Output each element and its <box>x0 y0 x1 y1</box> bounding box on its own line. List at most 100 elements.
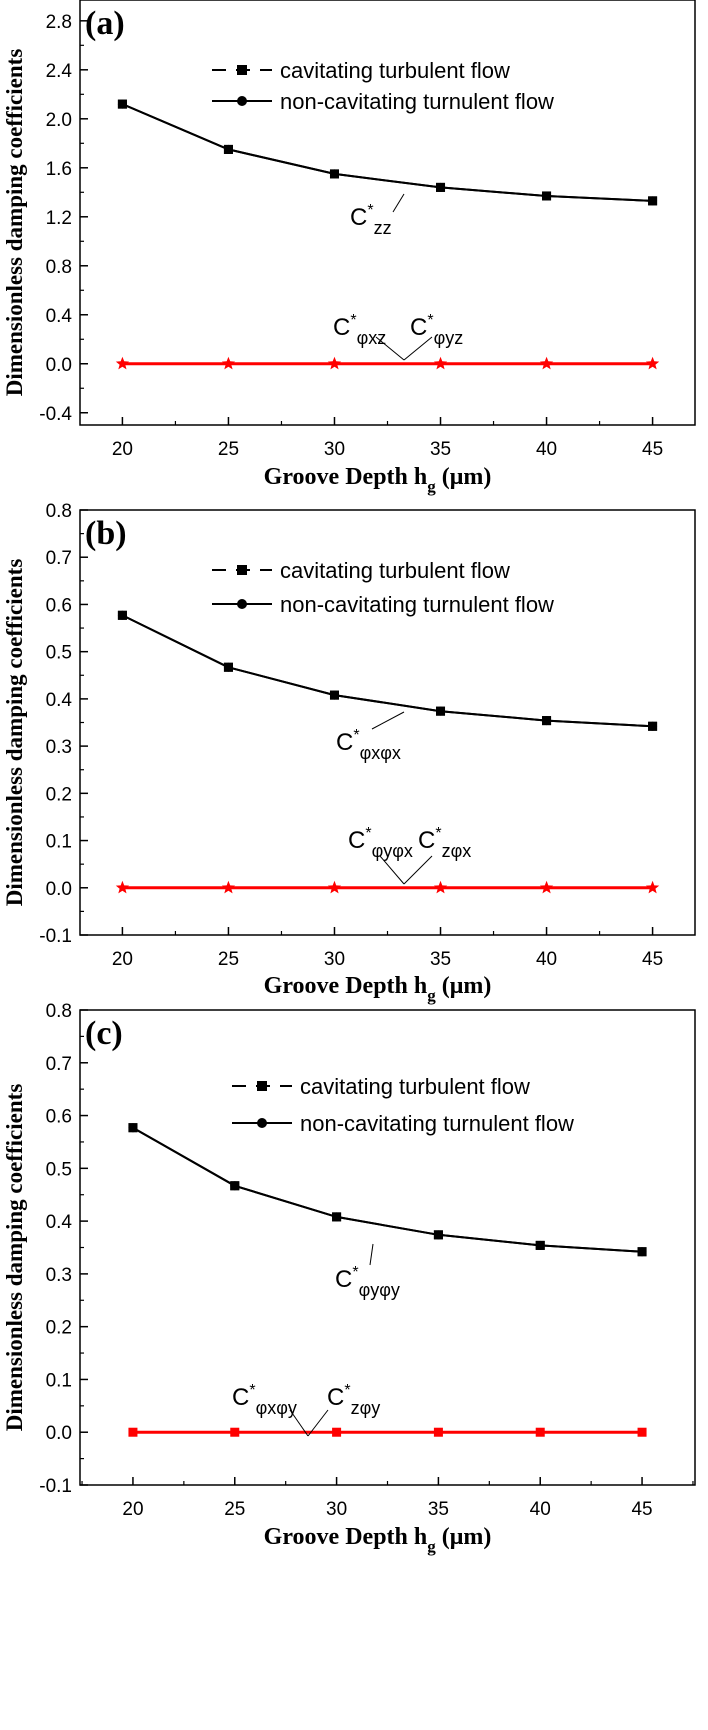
data-point-2-0 <box>115 356 130 370</box>
x-axis-label: Groove Depth hg (μm) <box>264 973 492 1005</box>
annotation-label: C*zz <box>350 202 392 238</box>
y-tick-label: 0.2 <box>46 1318 72 1339</box>
data-point-2-1 <box>230 1427 240 1437</box>
annotation-label: C*φyφy <box>335 1264 400 1300</box>
x-tick-label: 20 <box>122 1499 143 1520</box>
y-tick-label: 1.2 <box>46 208 72 229</box>
annotation-sup: * <box>435 825 441 842</box>
legend-label-cavitating: cavitating turbulent flow <box>280 58 510 83</box>
data-point-2-5 <box>645 880 660 894</box>
legend-marker-noncavitating <box>237 599 247 609</box>
annotation-leader <box>371 711 405 730</box>
y-axis-label: Dimensionless damping coefficients <box>2 49 27 397</box>
x-tick-label: 25 <box>218 949 239 970</box>
data-point-2-1 <box>221 356 236 370</box>
x-tick-label: 30 <box>324 949 345 970</box>
data-point-2-3 <box>433 880 448 894</box>
y-tick-label: -0.1 <box>39 926 72 947</box>
y-tick-label: 0.2 <box>46 784 72 805</box>
y-axis-label: Dimensionless damping coefficients <box>2 559 27 907</box>
legend: cavitating turbulent flow non-cavitating … <box>212 558 554 617</box>
x-tick-label: 40 <box>536 949 557 970</box>
x-tick-label: 20 <box>112 949 133 970</box>
data-point-top-5 <box>637 1247 647 1257</box>
annotation-sub: φyφy <box>359 1280 400 1300</box>
data-point-2-0 <box>128 1427 138 1437</box>
y-tick-label: 0.6 <box>46 595 72 616</box>
annotation-base: C <box>336 729 353 756</box>
annotation-sub: φxφx <box>360 743 401 763</box>
data-point-2-4 <box>539 356 554 370</box>
annotation-sup: * <box>344 1382 350 1399</box>
y-tick-label: 0.5 <box>46 1159 72 1180</box>
annotation-label: C*zφy <box>327 1382 380 1418</box>
annotation-base: C <box>327 1384 344 1411</box>
y-tick-label: 0.7 <box>46 548 72 569</box>
annotation-label: C*φxφy <box>232 1382 297 1418</box>
annotation-sup: * <box>249 1382 255 1399</box>
data-point-2-4 <box>535 1427 545 1437</box>
x-axis-label-sub: g <box>427 477 436 496</box>
y-tick-label: 0.8 <box>46 1001 72 1022</box>
y-tick-label: 0.5 <box>46 643 72 664</box>
legend: cavitating turbulent flow non-cavitating … <box>232 1074 574 1136</box>
y-tick-label: 0.0 <box>46 1423 72 1444</box>
annotation-label: C*φyz <box>410 312 463 348</box>
annotation-base: C <box>335 1266 352 1293</box>
annotation-sub: φxφy <box>256 1398 297 1418</box>
x-tick-label: 45 <box>642 439 663 460</box>
x-axis-label-sub: g <box>427 986 436 1005</box>
y-axis-label: Dimensionless damping coefficients <box>2 1084 27 1432</box>
y-tick-label: 0.1 <box>46 1370 72 1391</box>
annotation-sub: zφx <box>442 841 472 861</box>
annotation-base: C <box>418 827 435 854</box>
series-line-0 <box>132 1126 643 1253</box>
x-tick-label: 40 <box>530 1499 551 1520</box>
data-point-top-4 <box>542 191 552 201</box>
annotation-label: C*zφx <box>418 825 471 861</box>
x-axis-label-sub: g <box>427 1537 436 1556</box>
x-axis-label-main: Groove Depth h <box>264 973 428 999</box>
data-point-top-3 <box>436 182 446 192</box>
y-tick-label: 0.3 <box>46 737 72 758</box>
x-tick-label: 35 <box>428 1499 449 1520</box>
y-tick-label: -0.4 <box>39 404 72 425</box>
data-point-top-5 <box>648 721 658 731</box>
data-point-2-5 <box>637 1427 647 1437</box>
data-point-top-0 <box>117 610 127 620</box>
data-point-2-3 <box>433 1427 443 1437</box>
y-tick-label: 0.3 <box>46 1265 72 1286</box>
x-tick-label: 20 <box>112 439 133 460</box>
annotation-sub: zz <box>374 218 392 238</box>
x-tick-label: 45 <box>631 1499 652 1520</box>
x-axis-label: Groove Depth hg (μm) <box>264 464 492 496</box>
annotation-sub: φyz <box>434 328 464 348</box>
panel-label: (c) <box>85 1015 123 1052</box>
y-tick-label: 0.8 <box>46 501 72 522</box>
x-tick-label: 30 <box>326 1499 347 1520</box>
data-point-top-2 <box>329 169 339 179</box>
y-tick-label: 2.8 <box>46 12 72 33</box>
y-tick-label: 0.8 <box>46 257 72 278</box>
x-axis-label-main: Groove Depth h <box>264 464 428 490</box>
data-point-2-2 <box>332 1427 342 1437</box>
x-tick-label: 25 <box>218 439 239 460</box>
legend: cavitating turbulent flow non-cavitating … <box>212 58 554 114</box>
annotation-sup: * <box>427 312 433 329</box>
annotation-sup: * <box>367 202 373 219</box>
data-point-top-3 <box>436 706 446 716</box>
y-tick-label: 0.4 <box>46 690 73 711</box>
annotation-leader <box>369 1243 374 1266</box>
annotation-sub: zφy <box>351 1398 381 1418</box>
annotation-leader <box>375 336 405 361</box>
legend-label-cavitating: cavitating turbulent flow <box>280 558 510 583</box>
data-point-top-4 <box>542 716 552 726</box>
data-point-2-0 <box>115 880 130 894</box>
series-line-0 <box>122 103 653 202</box>
panel-b: -0.1 0.0 0.1 0.2 0.3 0.4 0.5 0.6 0.7 0.8 20 25 30 35 4… <box>2 501 696 1005</box>
data-point-top-1 <box>223 662 233 672</box>
series-line-0 <box>121 614 653 728</box>
annotation-label: C*φxφx <box>336 727 401 763</box>
data-point-2-2 <box>327 356 342 370</box>
data-point-top-2 <box>329 690 339 700</box>
